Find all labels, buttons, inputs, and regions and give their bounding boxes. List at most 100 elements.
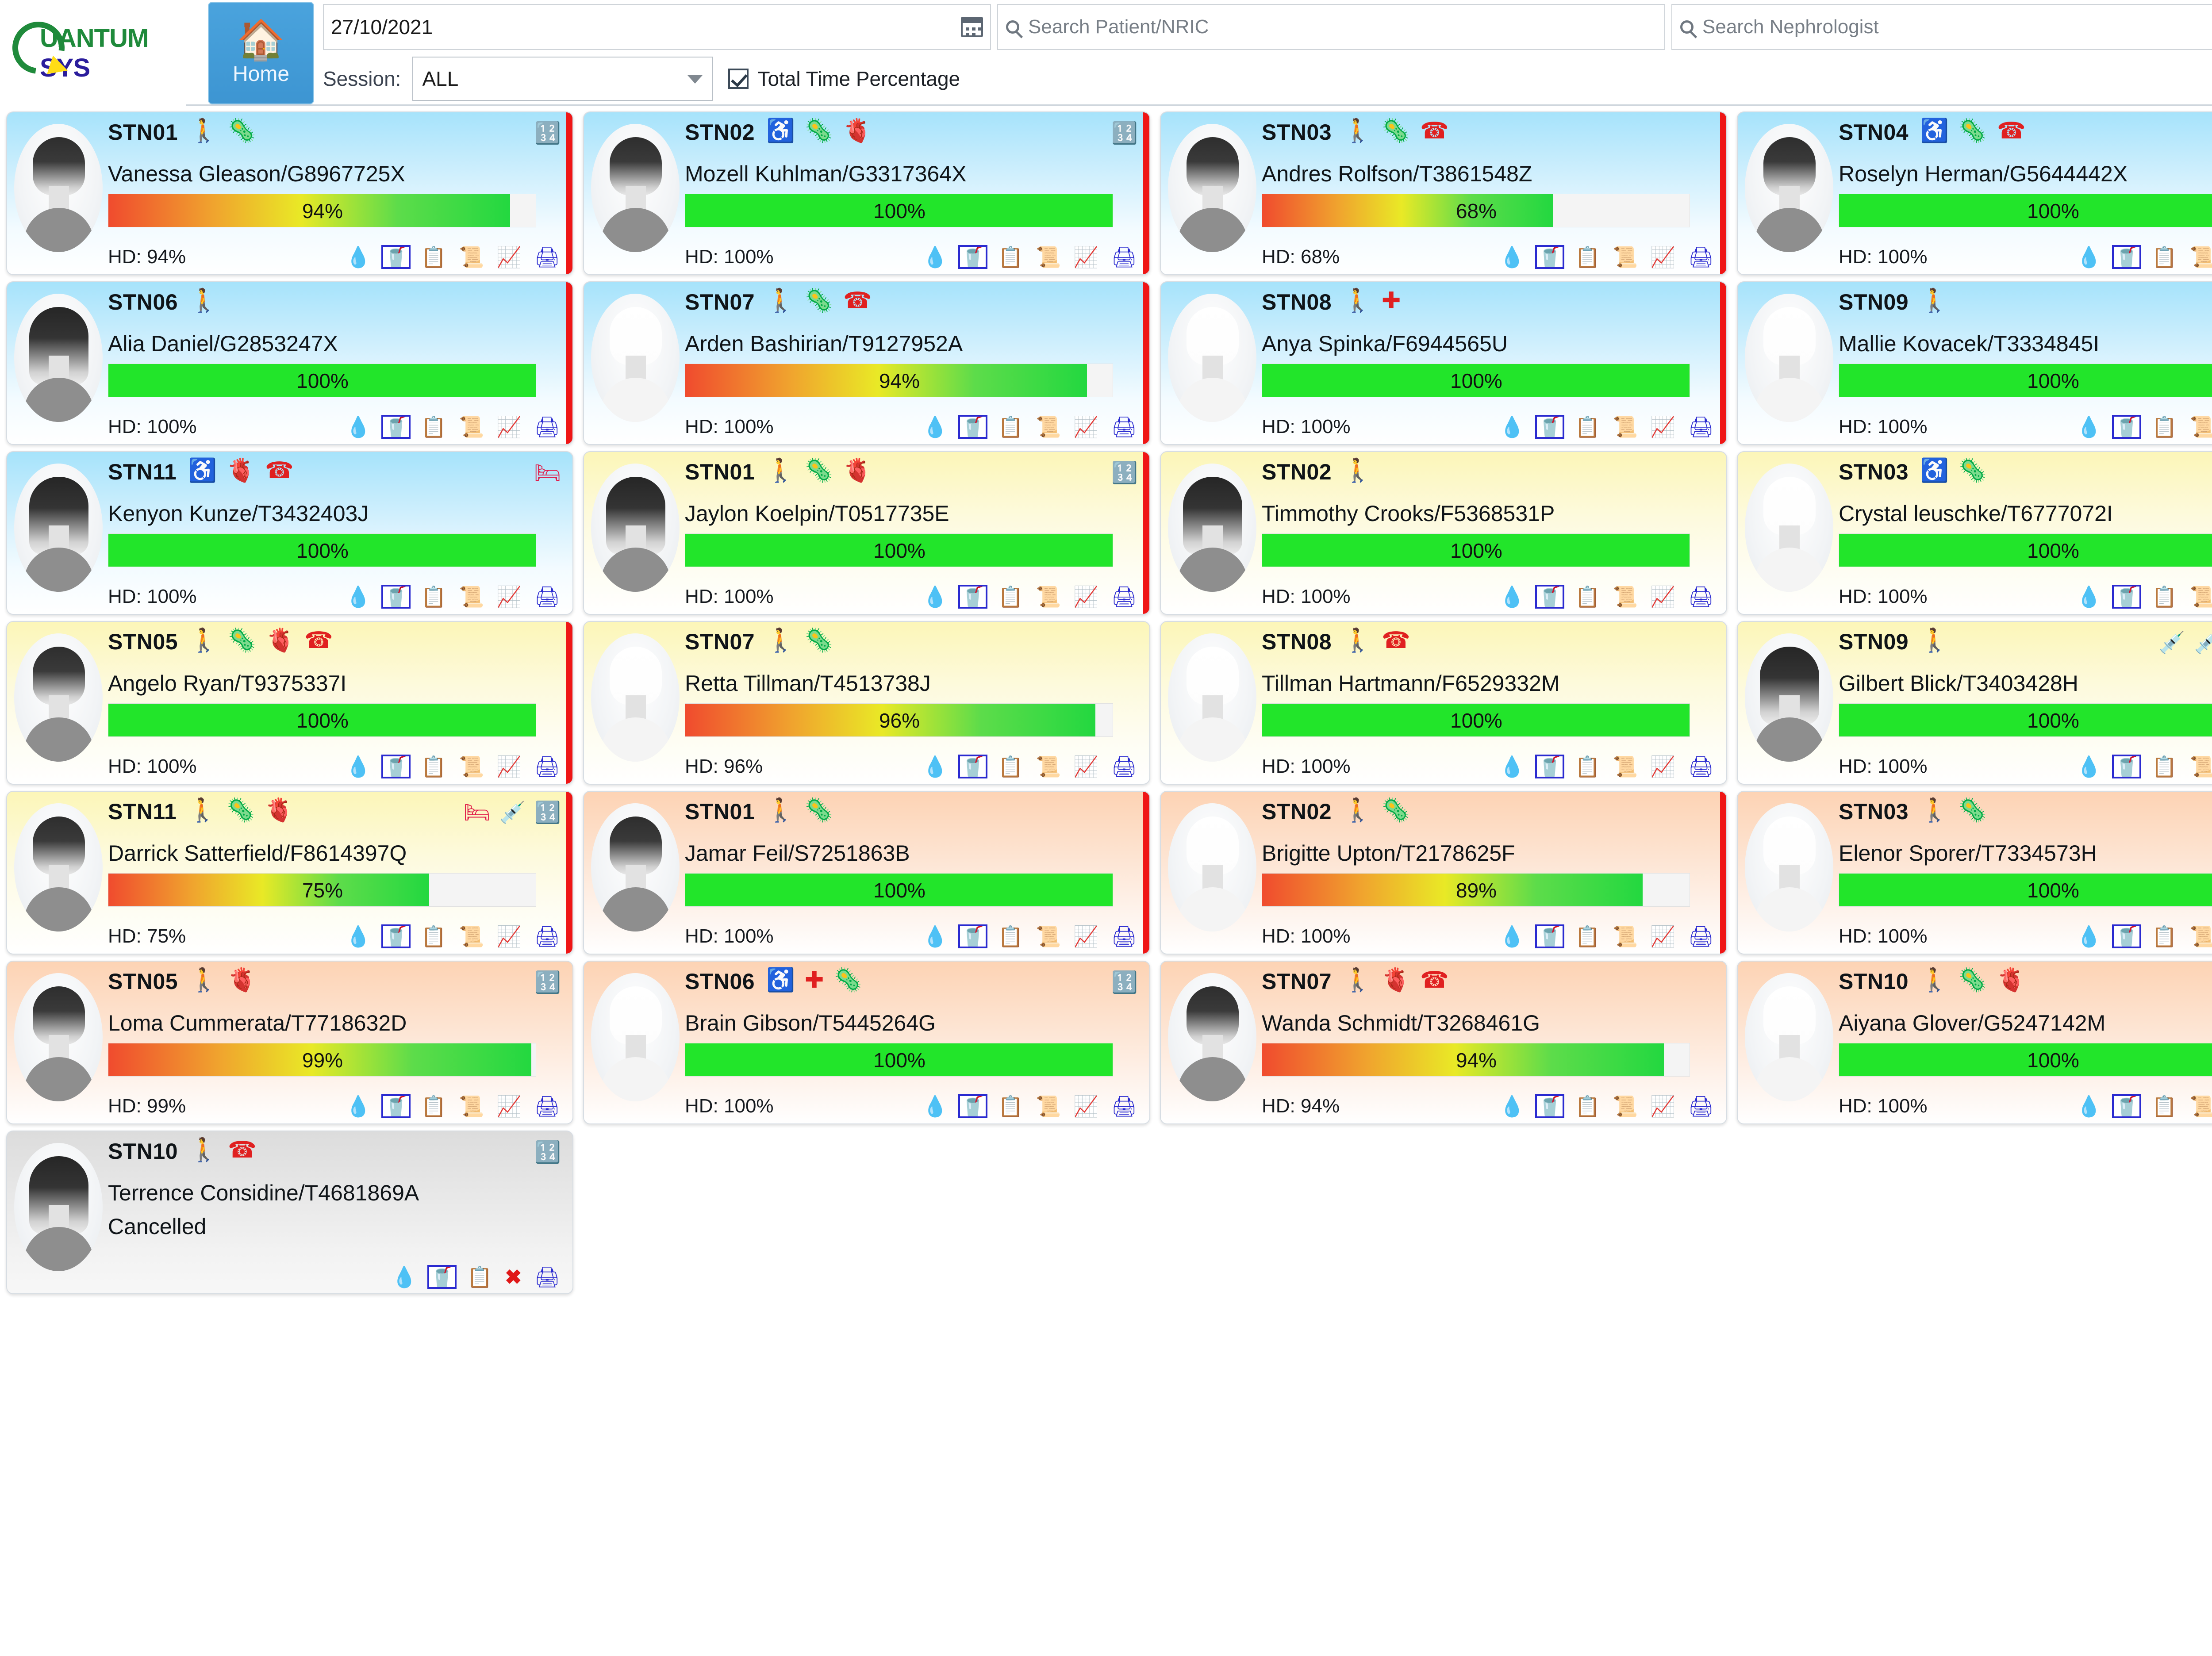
action-bottle-icon[interactable]: 🥤 xyxy=(2112,415,2141,439)
action-chart-icon[interactable]: 📈 xyxy=(1650,755,1676,778)
action-doc-icon[interactable]: 📜 xyxy=(1036,1095,1061,1118)
action-bottle-icon[interactable]: 🥤 xyxy=(1535,755,1564,778)
action-filter-icon[interactable]: 💧 xyxy=(1499,1095,1525,1118)
action-doc-icon[interactable]: 📜 xyxy=(1613,245,1638,268)
action-bottle-icon[interactable]: 🥤 xyxy=(381,415,411,439)
action-clipboard-icon[interactable]: 📋 xyxy=(998,925,1024,948)
action-chart-icon[interactable]: 📈 xyxy=(496,925,522,948)
search-nephrologist-input[interactable]: Search Nephrologist xyxy=(1671,4,2212,50)
action-clipboard-icon[interactable]: 📋 xyxy=(1575,585,1601,608)
action-doc-icon[interactable]: 📜 xyxy=(2189,1096,2212,1116)
search-patient-input[interactable]: Search Patient/NRIC xyxy=(997,4,1665,50)
action-bottle-icon[interactable]: 🥤 xyxy=(2112,245,2141,269)
action-filter-icon[interactable]: 💧 xyxy=(922,585,948,608)
action-filter-icon[interactable]: 💧 xyxy=(1499,585,1525,608)
action-filter-icon[interactable]: 💧 xyxy=(1499,755,1525,778)
action-bottle-icon[interactable]: 🥤 xyxy=(2112,585,2141,609)
action-bottle-icon[interactable]: 🥤 xyxy=(381,585,411,609)
calendar-icon[interactable] xyxy=(961,17,983,37)
action-clipboard-icon[interactable]: 📋 xyxy=(467,1265,493,1288)
action-bottle-icon[interactable]: 🥤 xyxy=(381,755,411,778)
action-print-icon[interactable]: 🖨 xyxy=(534,585,560,608)
action-doc-icon[interactable]: 📜 xyxy=(1613,755,1638,778)
action-doc-icon[interactable]: 📜 xyxy=(1613,1095,1638,1118)
action-chart-icon[interactable]: 📈 xyxy=(496,415,522,438)
action-clipboard-icon[interactable]: 📋 xyxy=(421,1095,447,1118)
action-filter-icon[interactable]: 💧 xyxy=(922,415,948,438)
action-clipboard-icon[interactable]: 📋 xyxy=(2151,585,2177,608)
action-doc-icon[interactable]: 📜 xyxy=(1036,415,1061,438)
patient-card[interactable]: STN01 🚶 🦠 Jamar Feil/S7251863B 100% HD: 100% 💧… xyxy=(583,791,1150,954)
action-doc-icon[interactable]: 📜 xyxy=(2189,247,2212,267)
patient-card[interactable]: 🔢STN04♿🦠☎Roselyn Herman/G5644442X100%HD:… xyxy=(1737,111,2212,275)
action-bottle-icon[interactable]: 🥤 xyxy=(427,1265,457,1289)
action-doc-icon[interactable]: 📜 xyxy=(459,415,484,438)
action-print-icon[interactable]: 🖨 xyxy=(534,245,560,268)
action-clipboard-icon[interactable]: 📋 xyxy=(998,755,1024,778)
action-bottle-icon[interactable]: 🥤 xyxy=(2112,755,2141,778)
action-filter-icon[interactable]: 💧 xyxy=(346,415,371,438)
action-filter-icon[interactable]: 💧 xyxy=(922,245,948,268)
action-doc-icon[interactable]: 📜 xyxy=(2189,926,2212,947)
action-filter-icon[interactable]: 💧 xyxy=(2076,925,2102,948)
action-chart-icon[interactable]: 📈 xyxy=(1073,755,1099,778)
action-clipboard-icon[interactable]: 📋 xyxy=(998,585,1024,608)
action-bottle-icon[interactable]: 🥤 xyxy=(2112,924,2141,948)
action-bottle-icon[interactable]: 🥤 xyxy=(1535,585,1564,609)
action-print-icon[interactable]: 🖨 xyxy=(1111,585,1137,608)
action-bottle-icon[interactable]: 🥤 xyxy=(2112,1094,2141,1118)
action-bottle-icon[interactable]: 🥤 xyxy=(958,585,987,609)
action-print-icon[interactable]: 🖨 xyxy=(1688,925,1714,948)
patient-card[interactable]: 🔢 STN05 🚶 🫀 Loma Cummerata/T7718632D 99% HD: 9… xyxy=(6,961,573,1124)
action-print-icon[interactable]: 🖨 xyxy=(1111,1095,1137,1118)
action-x-icon[interactable]: ✖ xyxy=(505,1265,522,1288)
action-print-icon[interactable]: 🖨 xyxy=(1111,925,1137,948)
action-doc-icon[interactable]: 📜 xyxy=(1613,415,1638,438)
action-doc-icon[interactable]: 📜 xyxy=(1036,925,1061,948)
patient-card[interactable]: STN08 🚶 ☎ Tillman Hartmann/F6529332M 100% HD:… xyxy=(1160,621,1727,785)
patient-card[interactable]: STN07 🚶 🫀 ☎ Wanda Schmidt/T3268461G 94% HD: 94… xyxy=(1160,961,1727,1124)
patient-card[interactable]: STN08 🚶 ✚ Anya Spinka/F6944565U 100% HD: 100%… xyxy=(1160,281,1727,445)
action-filter-icon[interactable]: 💧 xyxy=(346,245,371,268)
action-chart-icon[interactable]: 📈 xyxy=(1650,925,1676,948)
patient-card[interactable]: STN07 🚶 🦠 Retta Tillman/T4513738J 96% HD: 96%… xyxy=(583,621,1150,785)
patient-card[interactable]: STN02 🚶 🦠 Brigitte Upton/T2178625F 89% HD: 10… xyxy=(1160,791,1727,954)
action-clipboard-icon[interactable]: 📋 xyxy=(2151,415,2177,438)
action-bottle-icon[interactable]: 🥤 xyxy=(958,415,987,439)
action-clipboard-icon[interactable]: 📋 xyxy=(998,415,1024,438)
action-doc-icon[interactable]: 📜 xyxy=(459,1095,484,1118)
action-doc-icon[interactable]: 📜 xyxy=(2189,586,2212,607)
action-clipboard-icon[interactable]: 📋 xyxy=(1575,415,1601,438)
home-button[interactable]: 🏠 Home xyxy=(208,2,314,104)
action-clipboard-icon[interactable]: 📋 xyxy=(2151,755,2177,778)
action-clipboard-icon[interactable]: 📋 xyxy=(421,755,447,778)
patient-card[interactable]: STN05 🚶 🦠 🫀 ☎ Angelo Ryan/T9375337I 100% HD: 10… xyxy=(6,621,573,785)
action-doc-icon[interactable]: 📜 xyxy=(459,755,484,778)
action-filter-icon[interactable]: 💧 xyxy=(1499,245,1525,268)
action-doc-icon[interactable]: 📜 xyxy=(1036,585,1061,608)
patient-card[interactable]: 🔢 STN01 🚶 🦠 Vanessa Gleason/G8967725X 94% HD: … xyxy=(6,111,573,275)
action-clipboard-icon[interactable]: 📋 xyxy=(2151,245,2177,268)
action-print-icon[interactable]: 🖨 xyxy=(534,1095,560,1118)
action-print-icon[interactable]: 🖨 xyxy=(534,1265,560,1288)
patient-card[interactable]: 🔢 STN01 🚶 🦠 🫀 Jaylon Koelpin/T0517735E 100% HD:… xyxy=(583,451,1150,615)
patient-card[interactable]: STN07 🚶 🦠 ☎ Arden Bashirian/T9127952A 94% HD: … xyxy=(583,281,1150,445)
action-doc-icon[interactable]: 📜 xyxy=(459,585,484,608)
session-select[interactable]: ALL xyxy=(412,57,714,101)
action-clipboard-icon[interactable]: 📋 xyxy=(998,245,1024,268)
action-bottle-icon[interactable]: 🥤 xyxy=(958,245,987,269)
action-filter-icon[interactable]: 💧 xyxy=(2076,415,2102,438)
action-chart-icon[interactable]: 📈 xyxy=(496,1095,522,1118)
action-filter-icon[interactable]: 💧 xyxy=(346,925,371,948)
action-doc-icon[interactable]: 📜 xyxy=(459,925,484,948)
action-print-icon[interactable]: 🖨 xyxy=(534,755,560,778)
action-filter-icon[interactable]: 💧 xyxy=(392,1265,417,1288)
action-print-icon[interactable]: 🖨 xyxy=(1111,415,1137,438)
action-doc-icon[interactable]: 📜 xyxy=(1036,245,1061,268)
action-clipboard-icon[interactable]: 📋 xyxy=(2151,925,2177,948)
action-chart-icon[interactable]: 📈 xyxy=(496,585,522,608)
action-bottle-icon[interactable]: 🥤 xyxy=(381,924,411,948)
action-chart-icon[interactable]: 📈 xyxy=(1650,585,1676,608)
action-bottle-icon[interactable]: 🥤 xyxy=(958,924,987,948)
action-chart-icon[interactable]: 📈 xyxy=(1073,415,1099,438)
